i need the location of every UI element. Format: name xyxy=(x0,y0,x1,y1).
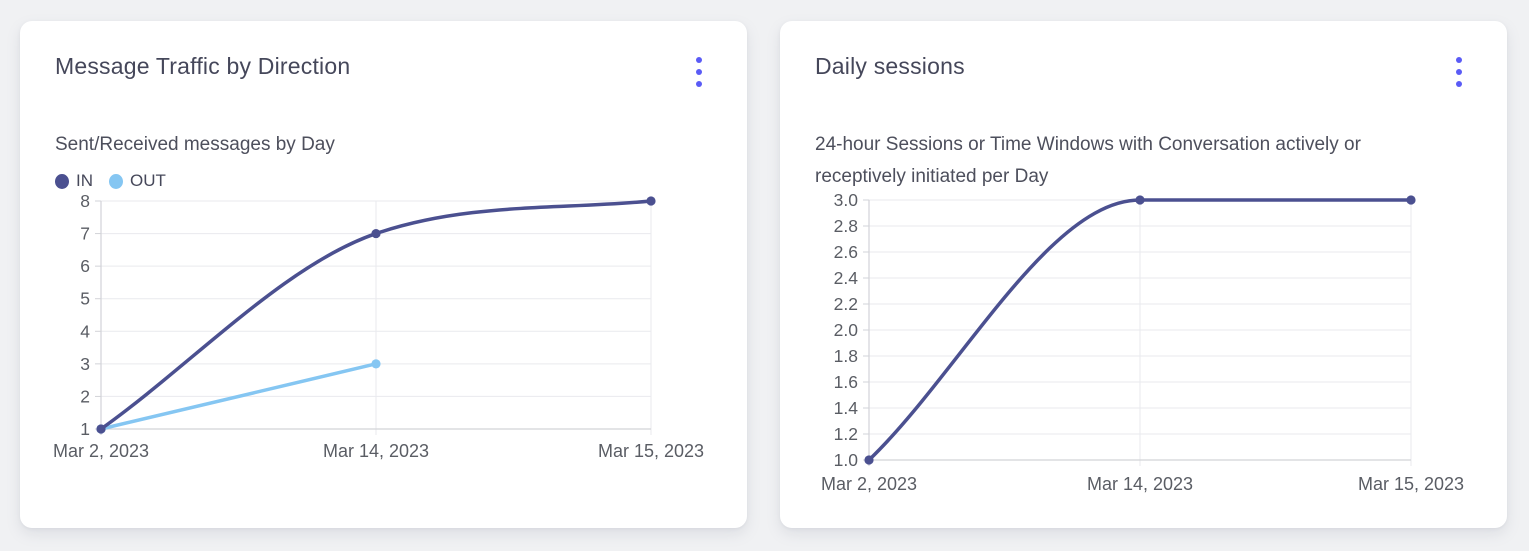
y-axis-tick-label: 2.6 xyxy=(834,242,858,262)
x-axis-tick-label: Mar 2, 2023 xyxy=(53,441,149,461)
data-point-in xyxy=(646,196,656,206)
y-axis-tick-label: 2.8 xyxy=(834,216,858,236)
card-menu-button[interactable] xyxy=(1450,53,1468,91)
data-point-sessions xyxy=(864,455,874,465)
data-point-in xyxy=(371,228,381,239)
y-axis-tick-label: 2.2 xyxy=(834,294,858,314)
y-axis-tick-label: 4 xyxy=(80,321,90,341)
data-point-sessions xyxy=(1406,195,1416,205)
y-axis-tick-label: 1.8 xyxy=(834,346,858,366)
y-axis-tick-label: 7 xyxy=(80,224,90,244)
card-subtitle: 24-hour Sessions or Time Windows with Co… xyxy=(815,134,1361,187)
y-axis-tick-label: 2 xyxy=(80,386,90,406)
card-header: Daily sessions xyxy=(815,51,1472,91)
daily-sessions-line-chart: 3.0 2.8 2.6 2.4 2.2 2.0 1.8 1.6 1.4 1.2 1.0 Mar 2, … xyxy=(821,190,1464,494)
card-title: Message Traffic by Direction xyxy=(55,53,351,79)
message-traffic-card: Message Traffic by Direction Sent/Receiv… xyxy=(20,21,747,528)
legend-label-out: OUT xyxy=(130,171,166,190)
card-subtitle: Sent/Received messages by Day xyxy=(55,134,335,155)
y-axis-tick-label: 3 xyxy=(80,354,90,374)
y-axis-tick-label: 1.6 xyxy=(834,372,858,392)
legend-swatch-out-icon xyxy=(109,173,123,189)
data-point-sessions xyxy=(1135,195,1145,205)
data-point-out xyxy=(371,359,381,369)
y-axis-tick-label: 2.0 xyxy=(834,320,859,340)
x-axis-tick-label: Mar 2, 2023 xyxy=(821,474,917,494)
data-point-in xyxy=(96,424,106,434)
chart-legend: IN OUT xyxy=(55,170,712,192)
card-header: Message Traffic by Direction xyxy=(55,51,712,91)
legend-item-out[interactable]: OUT xyxy=(109,171,166,191)
card-menu-button[interactable] xyxy=(690,53,708,91)
kebab-menu-icon xyxy=(1456,57,1462,87)
kebab-menu-icon xyxy=(696,57,702,87)
y-axis-tick-label: 1.0 xyxy=(834,450,859,470)
y-axis-tick-label: 1.4 xyxy=(834,398,859,418)
y-axis-tick-label: 3.0 xyxy=(834,190,859,210)
x-axis-tick-label: Mar 14, 2023 xyxy=(323,441,429,461)
y-axis-tick-label: 1.2 xyxy=(834,424,858,444)
series-line-out xyxy=(99,362,378,431)
y-axis-tick-label: 2.4 xyxy=(834,268,859,288)
y-axis-tick-label: 6 xyxy=(80,256,90,276)
legend-item-in[interactable]: IN xyxy=(55,171,93,191)
daily-sessions-card: Daily sessions 24-hour Sessions or Time … xyxy=(780,21,1507,528)
y-axis-tick-label: 5 xyxy=(80,289,90,309)
legend-swatch-in-icon xyxy=(55,173,69,189)
legend-label-in: IN xyxy=(76,171,93,190)
x-axis-tick-label: Mar 15, 2023 xyxy=(598,441,704,461)
series-line-sessions xyxy=(867,198,1413,462)
x-axis-tick-label: Mar 15, 2023 xyxy=(1358,474,1464,494)
y-axis-tick-label: 1 xyxy=(80,419,90,439)
x-axis-tick-label: Mar 14, 2023 xyxy=(1087,474,1193,494)
y-axis-tick-label: 8 xyxy=(80,191,90,211)
card-title: Daily sessions xyxy=(815,53,965,79)
